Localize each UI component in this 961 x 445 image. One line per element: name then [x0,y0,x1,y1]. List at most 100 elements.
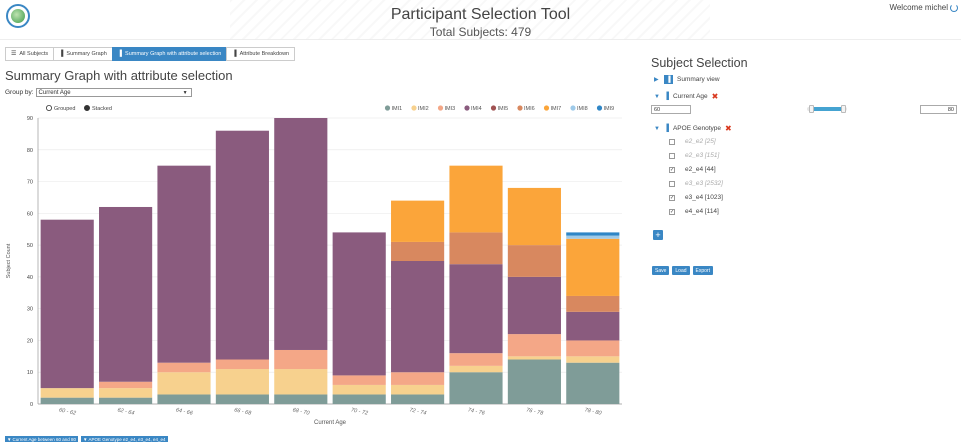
tree-item-apoe-genotype[interactable]: ▼ ▐ APOE Genotype ✖ [654,124,732,133]
bar-segment-imi7 [566,238,620,296]
bar-segment-imi4 [449,264,503,354]
checkbox-unchecked[interactable] [669,180,675,187]
bar-segment-imi3 [215,359,269,370]
bar-chart-icon: ▐ [117,51,123,57]
filter-tag-age[interactable]: ▼ Current Age between 60 and 80 [5,436,79,442]
export-button[interactable]: Export [692,266,713,275]
tab-all-subjects[interactable]: ☰ All Subjects [5,47,55,61]
legend-label[interactable]: IMI3 [445,106,456,112]
bar-segment-imi3 [332,375,386,385]
radio-selected[interactable] [84,105,91,111]
filter-tag-label: Current Age between 60 and 80 [12,436,77,442]
tree-item-current-age[interactable]: ▼ ▐ Current Age ✖ [654,92,718,101]
bar-chart-icon: ▐ [664,75,673,84]
bar-segment-imi4 [157,165,211,363]
y-axis-label: Subject Count [6,243,12,278]
bar-segment-imi4 [274,118,328,350]
age-range-slider[interactable] [807,105,847,113]
radio-unselected[interactable] [46,105,53,111]
slider-range [811,107,843,111]
legend-swatch[interactable] [517,105,523,111]
power-icon[interactable] [950,3,958,12]
plus-icon: + [655,230,661,240]
mode-option-label[interactable]: Stacked [92,106,112,112]
bar-segment-imi2 [449,365,503,373]
tab-summary-graph[interactable]: ▐ Summary Graph [53,47,113,61]
age-max-input[interactable]: 80 [920,105,957,114]
genotype-option[interactable]: e2_e2 [25] [669,138,716,145]
tab-summary-graph-attribute[interactable]: ▐ Summary Graph with attribute selection [111,47,228,61]
slider-handle-min[interactable] [808,105,814,113]
bar-segment-imi3 [566,340,620,357]
bar-segment-imi7 [391,200,445,242]
genotype-option-label: e2_e2 [25] [685,138,716,145]
welcome-text: Welcome michel [889,3,948,12]
y-tick-label: 10 [27,370,33,376]
legend-swatch[interactable] [464,105,470,111]
remove-icon[interactable]: ✖ [711,92,719,101]
save-button[interactable]: Save [652,266,670,275]
legend-swatch[interactable] [490,105,497,111]
genotype-option[interactable]: e3_e3 [2532] [669,180,723,187]
caret-down-icon[interactable]: ▼ [654,93,660,100]
caret-right-icon[interactable]: ▶ [654,77,659,83]
genotype-option[interactable]: ✓ e4_e4 [114] [669,208,719,215]
genotype-option-label: e2_e3 [151] [685,152,720,159]
tree-item-summary-view[interactable]: ▶ ▐ Summary view [654,75,720,84]
genotype-option[interactable]: ✓ e2_e4 [44] [669,166,716,173]
legend-label[interactable]: IMI8 [577,106,588,112]
bar-segment-imi1 [157,394,211,404]
x-tick-label: 64 - 66 [175,407,194,417]
legend-swatch[interactable] [596,105,603,111]
slider-handle-max[interactable] [840,105,846,113]
legend-label[interactable]: IMI9 [604,106,615,112]
filter-tag-genotype[interactable]: ▼ APOE Genotype e2_e4, e3_e4, e4_e4 [81,436,168,442]
genotype-option-label: e3_e3 [2532] [685,180,723,187]
checkbox-checked[interactable]: ✓ [669,194,675,201]
tab-attribute-breakdown[interactable]: ▐ Attribute Breakdown [226,47,296,61]
bar-segment-imi2 [157,372,211,395]
group-by: Group by: Current Age ▼ [5,88,192,97]
checkbox-checked[interactable]: ✓ [669,208,675,215]
mode-option-label[interactable]: Grouped [54,106,75,112]
bar-segment-imi1 [391,394,445,404]
page-title: Summary Graph with attribute selection [5,68,233,83]
checkbox-checked[interactable]: ✓ [669,166,675,173]
x-tick-label: 72 - 74 [409,407,427,416]
checkbox-unchecked[interactable] [669,138,675,145]
legend-label[interactable]: IMI5 [498,106,509,112]
welcome-user[interactable]: Welcome michel [889,3,958,12]
legend-label[interactable]: IMI1 [392,106,403,112]
genotype-option[interactable]: ✓ e3_e4 [1023] [669,194,723,201]
bar-segment-imi3 [507,334,561,357]
legend-swatch[interactable] [543,105,550,111]
legend-swatch[interactable] [437,105,444,111]
caret-down-icon[interactable]: ▼ [654,125,660,132]
group-by-select[interactable]: Current Age ▼ [35,88,192,97]
logo-icon[interactable] [6,4,30,28]
legend-swatch[interactable] [384,105,391,111]
y-tick-label: 80 [27,148,33,154]
add-attribute-button[interactable]: + [653,230,663,240]
bar-segment-imi2 [99,388,153,398]
bar-segment-imi4 [391,261,445,373]
x-tick-label: 74 - 76 [467,407,486,417]
legend-swatch[interactable] [570,105,576,111]
x-tick-label: 62 - 64 [117,407,135,416]
legend-swatch[interactable] [411,105,417,111]
bar-segment-imi3 [391,372,445,385]
legend-label[interactable]: IMI2 [418,106,429,112]
panel-title: Subject Selection [651,56,748,70]
bar-segment-imi3 [157,362,211,373]
legend-label[interactable]: IMI7 [551,106,562,112]
checkbox-unchecked[interactable] [669,152,675,159]
genotype-option[interactable]: e2_e3 [151] [669,152,719,159]
load-button[interactable]: Load [672,266,690,275]
legend-label[interactable]: IMI6 [524,106,535,112]
bar-chart-icon: ▐ [232,51,237,57]
y-tick-label: 70 [27,180,33,186]
remove-icon[interactable]: ✖ [725,124,732,133]
y-tick-label: 50 [27,243,33,249]
legend-label[interactable]: IMI4 [471,106,482,112]
age-min-input[interactable]: 60 [651,105,691,114]
